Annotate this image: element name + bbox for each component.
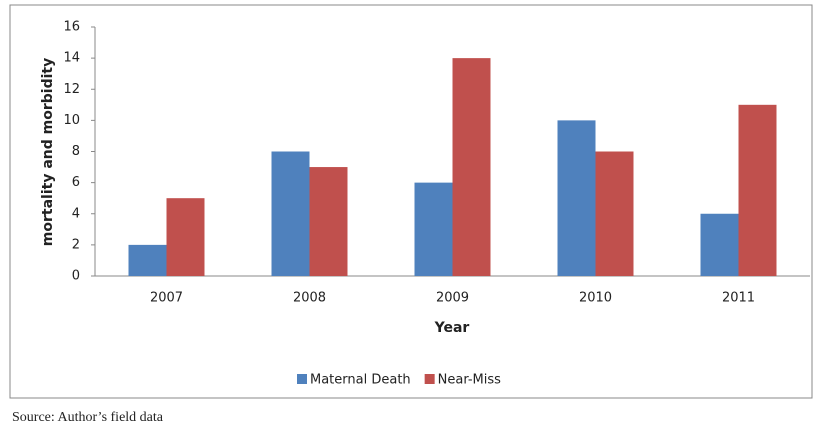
bar xyxy=(595,151,634,276)
y-tick-label: 12 xyxy=(63,82,80,97)
legend-label: Maternal Death xyxy=(310,373,411,388)
bar xyxy=(414,182,453,276)
y-tick-label: 16 xyxy=(63,20,80,35)
chart-border xyxy=(9,4,813,399)
bar xyxy=(271,151,310,276)
y-axis-title: mortality and morbidity xyxy=(40,58,56,246)
y-tick-label: 8 xyxy=(72,144,80,159)
legend-swatch xyxy=(424,374,435,384)
x-tick-label: 2007 xyxy=(150,291,183,306)
legend-swatch xyxy=(297,374,307,384)
bar xyxy=(166,198,205,276)
bar xyxy=(700,213,739,276)
x-tick-label: 2008 xyxy=(293,291,326,306)
bar xyxy=(452,58,491,276)
y-tick-label: 6 xyxy=(72,175,80,190)
bar xyxy=(557,120,596,276)
y-tick-label: 4 xyxy=(72,206,80,221)
y-tick-label: 2 xyxy=(72,237,80,252)
bar xyxy=(128,244,167,276)
y-tick-label: 10 xyxy=(63,113,80,128)
bar xyxy=(309,167,348,276)
x-tick-label: 2011 xyxy=(722,291,755,306)
x-tick-label: 2009 xyxy=(436,291,469,306)
y-tick-label: 14 xyxy=(63,51,80,66)
bar xyxy=(738,104,777,276)
x-tick-label: 2010 xyxy=(579,291,612,306)
y-tick-label: 0 xyxy=(72,269,80,284)
source-note: Source: Author’s field data xyxy=(12,410,164,425)
legend-label: Near-Miss xyxy=(438,373,501,388)
x-axis-title: Year xyxy=(434,320,470,336)
